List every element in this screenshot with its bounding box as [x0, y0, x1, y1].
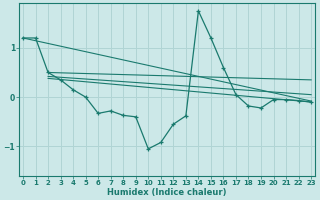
X-axis label: Humidex (Indice chaleur): Humidex (Indice chaleur): [107, 188, 227, 197]
